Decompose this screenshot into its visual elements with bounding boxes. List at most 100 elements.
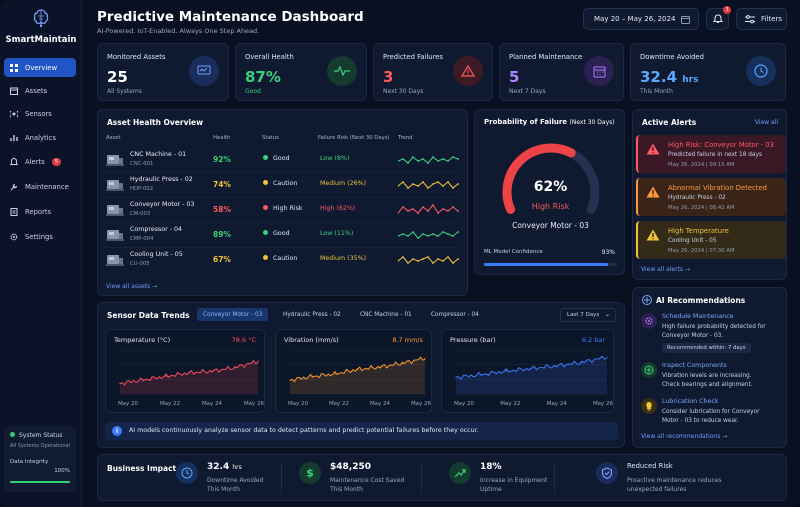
svg-text:$: $ bbox=[306, 467, 314, 479]
kpi-unit: hrs bbox=[682, 75, 699, 85]
asset-id: HDP-002 bbox=[130, 186, 154, 192]
x-tick-label: May 24 bbox=[202, 401, 223, 407]
x-tick-label: May 20 bbox=[118, 401, 139, 407]
filters-button[interactable]: Filters bbox=[736, 8, 787, 30]
kpi-downtime-avoided: Downtime Avoided 32.4 hrs This Month bbox=[630, 43, 786, 101]
status-label: Good bbox=[273, 230, 290, 237]
asset-id: CNC-001 bbox=[130, 161, 154, 167]
data-point bbox=[234, 367, 236, 369]
data-point bbox=[379, 366, 381, 368]
sliders-icon bbox=[745, 14, 755, 23]
time-range-select[interactable]: Last 7 Days ⌄ bbox=[560, 308, 616, 322]
x-tick-label: May 22 bbox=[160, 401, 180, 407]
probability-risk-label: High Risk bbox=[531, 202, 570, 211]
recommendation-text: Motor - 03 to reduce wear. bbox=[662, 418, 739, 424]
table-row[interactable]: Hydraulic Press - 02 HDP-002 74% Caution Med… bbox=[104, 173, 459, 197]
kpi-sub: Next 7 Days bbox=[509, 88, 546, 95]
kpi-label: Planned Maintenance bbox=[509, 53, 583, 61]
recommendation-item[interactable]: Lubrication Check Consider lubrication fo… bbox=[632, 397, 787, 431]
x-tick-label: May 26 bbox=[593, 401, 614, 407]
recommendation-item[interactable]: Inspect Components Vibration levels are i… bbox=[632, 361, 787, 395]
failure-risk: Low (8%) bbox=[320, 155, 350, 162]
recommendation-tag: Recommended within: 7 days bbox=[662, 343, 751, 353]
status-dot bbox=[263, 230, 268, 235]
pulse-icon bbox=[327, 56, 357, 86]
table-row[interactable]: Cooling Unit - 05 CU-005 67% Caution Medium … bbox=[104, 248, 459, 272]
column-header-failure-risk: Failure Risk (Next 30 Days) bbox=[318, 135, 390, 141]
data-point bbox=[311, 375, 314, 377]
sidebar-item-settings[interactable]: Settings bbox=[4, 227, 76, 246]
date-range-picker[interactable]: May 20 – May 26, 2024 bbox=[583, 8, 699, 30]
asset-name: CNC Machine - 01 bbox=[130, 151, 187, 158]
data-point bbox=[455, 376, 457, 378]
warning-icon bbox=[646, 186, 660, 198]
data-point bbox=[334, 373, 336, 375]
recommendation-text: Check bearings and alignment. bbox=[662, 382, 753, 388]
table-row[interactable]: Conveyor Motor - 03 CM-003 58% High Risk Hig… bbox=[104, 198, 459, 222]
asset-name: Conveyor Motor - 03 bbox=[130, 201, 195, 208]
impact-value: 32.4 hrs bbox=[207, 462, 242, 472]
alert-time: May 26, 2024 | 09:15 AM bbox=[668, 162, 735, 168]
trend-sparkline bbox=[398, 204, 459, 214]
x-tick-label: May 26 bbox=[411, 401, 432, 407]
asset-status: Caution bbox=[263, 255, 297, 262]
data-point bbox=[505, 370, 507, 372]
sidebar: SmartMaintain Overview Assets Sensors An… bbox=[0, 0, 82, 507]
filters-label: Filters bbox=[761, 15, 782, 23]
impact-label-line: This Month bbox=[207, 486, 240, 493]
alert-item[interactable]: High Temperature Cooling Unit - 05 May 26,… bbox=[636, 221, 786, 259]
impact-value-text: 18% bbox=[480, 462, 502, 472]
table-row[interactable]: Compressor - 04 CMP-004 89% Good Low (11%) bbox=[104, 223, 459, 247]
sidebar-item-overview[interactable]: Overview bbox=[4, 58, 76, 77]
data-point bbox=[257, 360, 259, 362]
sidebar-item-label: Sensors bbox=[25, 109, 52, 118]
status-dot bbox=[263, 155, 268, 160]
view-all-assets-link[interactable]: View all assets → bbox=[106, 283, 158, 290]
chart-current-value: 8.7 mm/s bbox=[392, 336, 423, 344]
kpi-sub: All Systems bbox=[107, 88, 142, 95]
dollar-icon: $ bbox=[299, 462, 321, 484]
sidebar-item-alerts[interactable]: Alerts 5 bbox=[4, 152, 76, 171]
impact-value-text: 32.4 bbox=[207, 462, 230, 472]
asset-health-value: 92% bbox=[213, 155, 231, 164]
sidebar-item-assets[interactable]: Assets bbox=[4, 81, 76, 100]
tab-conveyor-motor[interactable]: Conveyor Motor - 03 bbox=[197, 308, 269, 321]
view-all-recommendations-link[interactable]: View all recommendations → bbox=[641, 433, 728, 440]
warning-icon bbox=[646, 229, 660, 241]
trend-up-icon bbox=[449, 462, 471, 484]
gear-icon bbox=[641, 313, 657, 329]
probability-asset-name: Conveyor Motor - 03 bbox=[512, 221, 589, 230]
recommendation-item[interactable]: Schedule Maintenance High failure probabi… bbox=[632, 312, 787, 353]
table-row[interactable]: CNC Machine - 01 CNC-001 92% Good Low (8%) bbox=[104, 148, 459, 172]
recommendation-text: Conveyor Motor - 03. bbox=[662, 333, 724, 339]
impact-label: Increase in Equipment Uptime bbox=[480, 476, 547, 494]
alerts-count-badge: 5 bbox=[51, 157, 62, 166]
kpi-value: 3 bbox=[383, 68, 394, 86]
view-all-alerts-button[interactable]: View all bbox=[754, 119, 778, 126]
alert-title: High Risk: Conveyor Motor - 03 bbox=[668, 141, 774, 149]
notifications-button[interactable]: 3 bbox=[706, 6, 731, 30]
alert-item[interactable]: Abnormal Vibration Detected Hydraulic Pre… bbox=[636, 178, 786, 216]
alert-item[interactable]: High Risk: Conveyor Motor - 03 Predicted … bbox=[636, 135, 786, 173]
tab-cnc-machine[interactable]: CNC Machine - 01 bbox=[360, 311, 412, 318]
chart-title: Temperature (°C) bbox=[114, 336, 171, 344]
asset-name: Compressor - 04 bbox=[130, 226, 182, 233]
row-divider bbox=[104, 172, 458, 173]
impact-value: Reduced Risk bbox=[627, 462, 673, 470]
view-all-alerts-link[interactable]: View all alerts → bbox=[641, 266, 690, 273]
sidebar-item-maintenance[interactable]: Maintenance bbox=[4, 177, 76, 196]
sidebar-item-analytics[interactable]: Analytics bbox=[4, 128, 76, 147]
shield-icon bbox=[596, 462, 618, 484]
sidebar-item-sensors[interactable]: Sensors bbox=[4, 104, 76, 123]
clock-icon bbox=[176, 462, 198, 484]
data-point bbox=[480, 374, 482, 376]
tab-compressor[interactable]: Compressor - 04 bbox=[431, 311, 479, 318]
business-impact-panel: Business Impact bbox=[97, 454, 787, 501]
brain-icon bbox=[33, 9, 49, 28]
probability-title-suffix: (Next 30 Days) bbox=[569, 119, 615, 126]
sidebar-item-reports[interactable]: Reports bbox=[4, 202, 76, 221]
tab-hydraulic-press[interactable]: Hydraulic Press - 02 bbox=[283, 311, 341, 318]
sidebar-item-label: Analytics bbox=[25, 133, 56, 142]
monitor-icon bbox=[189, 56, 219, 86]
